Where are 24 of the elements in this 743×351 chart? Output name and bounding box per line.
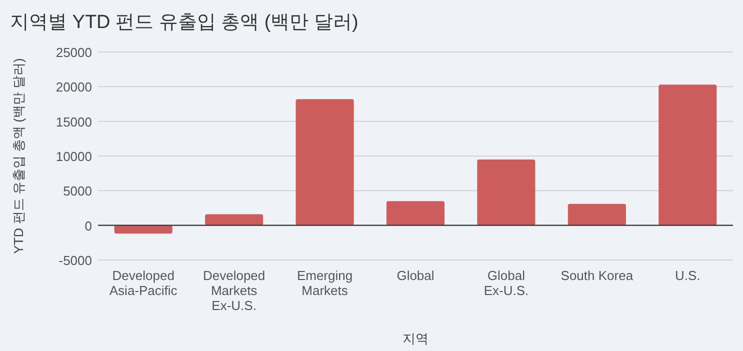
x-tick-label: Global [396,268,434,283]
x-tick-label: Developed Asia-Pacific [109,268,178,298]
bar [296,99,354,226]
bar [477,159,536,226]
x-tick-label: South Korea [560,268,634,283]
bar [205,214,264,226]
x-axis-title: 지역 [402,331,428,346]
x-tick-label: U.S. [674,268,700,283]
y-tick-label: 25000 [56,45,92,60]
bar [114,225,172,234]
y-tick-label: -5000 [58,253,92,268]
x-tick-label: Emerging Markets [296,268,353,298]
bar [386,201,445,226]
x-tick-label: Developed Markets Ex-U.S. [202,268,266,313]
bar [658,84,717,226]
chart-title: 지역별 YTD 펀드 유출입 총액 (백만 달러) [10,12,358,33]
x-tick-label: Global Ex-U.S. [484,268,529,298]
y-tick-label: 5000 [63,184,92,199]
y-tick-label: 15000 [56,114,92,130]
y-tick-label: 0 [84,218,92,234]
y-tick-label: 10000 [56,149,92,164]
bar [568,204,626,226]
y-axis-title: YTD 펀드 유출입 총액 (백만 달러) [11,58,26,254]
y-tick-label: 20000 [56,80,92,95]
